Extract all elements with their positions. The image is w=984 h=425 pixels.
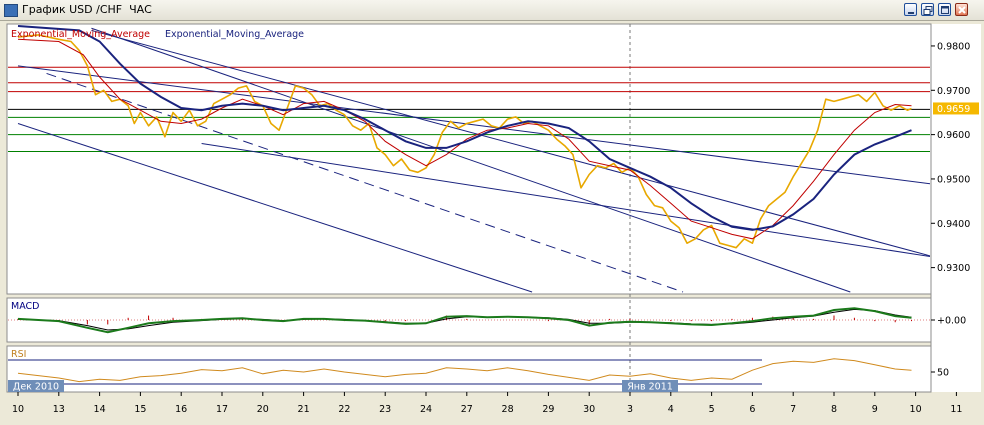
trend-line-0: [17, 65, 930, 185]
x-tick-label-18: 6: [749, 404, 755, 415]
x-tick-label-8: 22: [338, 404, 350, 415]
y-axis: 0.9300 0.9400 0.9500 0.9600 0.9700 0.9800 +0.0…: [931, 41, 970, 379]
y-tick-label-0: 0.9300: [937, 263, 970, 274]
x-tick-label-9: 23: [379, 404, 391, 415]
rsi-line: [17, 358, 912, 383]
trend-line-1: [91, 29, 930, 257]
macd-main-line: [17, 307, 912, 334]
macd-y-tick-label: +0.00: [937, 316, 966, 327]
maximize-button[interactable]: [938, 3, 951, 16]
main-series: [17, 25, 912, 249]
x-tick-label-19: 7: [790, 404, 796, 415]
x-tick-label-20: 8: [831, 404, 837, 415]
close-button[interactable]: [955, 3, 968, 16]
x-tick-label-14: 30: [583, 404, 595, 415]
trend-line-3: [17, 123, 533, 293]
restore-button[interactable]: [921, 3, 934, 16]
y-tick-label-5: 0.9800: [937, 41, 970, 52]
x-tick-label-11: 27: [461, 404, 473, 415]
macd-layer: [8, 307, 930, 334]
x-tick-label-23: 11: [950, 404, 962, 415]
x-tick-label-5: 17: [216, 404, 228, 415]
trend-line-5: [91, 27, 851, 293]
chart-window-icon: [4, 4, 18, 17]
horizontal-levels[interactable]: [8, 66, 930, 152]
price-scale[interactable]: [931, 24, 981, 392]
minimize-icon: [908, 12, 914, 14]
restore-icon: [923, 6, 933, 15]
trend-line-2: [201, 142, 930, 258]
price-line: [17, 34, 912, 249]
x-tick-label-10: 24: [420, 404, 432, 415]
x-tick-label-0: 10: [12, 404, 24, 415]
month-label-box-0: [8, 380, 64, 392]
x-tick-label-15: 3: [627, 404, 633, 415]
legend-ema-fast: Exponential_Moving_Average: [11, 29, 150, 40]
legend-ema-slow: Exponential_Moving_Average: [165, 29, 304, 40]
x-tick-label-1: 13: [53, 404, 65, 415]
month-label-1: Янв 2011: [627, 382, 673, 393]
month-label-box-1: [622, 380, 678, 392]
x-axis: 10 13 14 15 16 17 20 21 22 23 24 27 28 29 30 3 4 5 6 7 8 9 10 1…: [8, 380, 962, 415]
rsi-label: RSI: [11, 349, 26, 360]
ema-slow-line: [17, 25, 912, 231]
x-tick-label-22: 10: [910, 404, 922, 415]
x-tick-label-3: 15: [134, 404, 146, 415]
current-price-label: 0.9659: [937, 104, 970, 115]
trend-line-4: [46, 72, 684, 293]
x-tick-label-17: 5: [709, 404, 715, 415]
window-title: График USD /CHF ЧАС: [22, 3, 152, 16]
y-tick-label-4: 0.9700: [937, 86, 970, 97]
x-tick-label-7: 21: [298, 404, 310, 415]
chart-area[interactable]: 0.9300 0.9400 0.9500 0.9600 0.9700 0.9800 +0.0…: [0, 20, 984, 425]
x-tick-label-4: 16: [175, 404, 187, 415]
y-tick-label-3: 0.9600: [937, 130, 970, 141]
macd-pane[interactable]: [6, 297, 932, 343]
close-icon: [958, 6, 966, 14]
macd-label: MACD: [11, 301, 39, 312]
month-label-0: Дек 2010: [13, 382, 59, 393]
x-tick-label-13: 29: [542, 404, 554, 415]
rsi-y-tick-label: 50: [937, 368, 949, 379]
x-tick-label-6: 20: [257, 404, 269, 415]
window-titlebar[interactable]: График USD /CHF ЧАС: [0, 0, 984, 21]
x-tick-label-2: 14: [94, 404, 106, 415]
y-tick-label-1: 0.9400: [937, 219, 970, 230]
x-tick-label-12: 28: [502, 404, 514, 415]
trend-lines[interactable]: [17, 27, 944, 293]
x-tick-label-16: 4: [668, 404, 674, 415]
y-tick-label-2: 0.9500: [937, 174, 970, 185]
maximize-icon: [941, 6, 949, 14]
current-price-marker: 0.9659: [933, 102, 979, 115]
x-tick-label-21: 9: [872, 404, 878, 415]
minimize-button[interactable]: [904, 3, 917, 16]
